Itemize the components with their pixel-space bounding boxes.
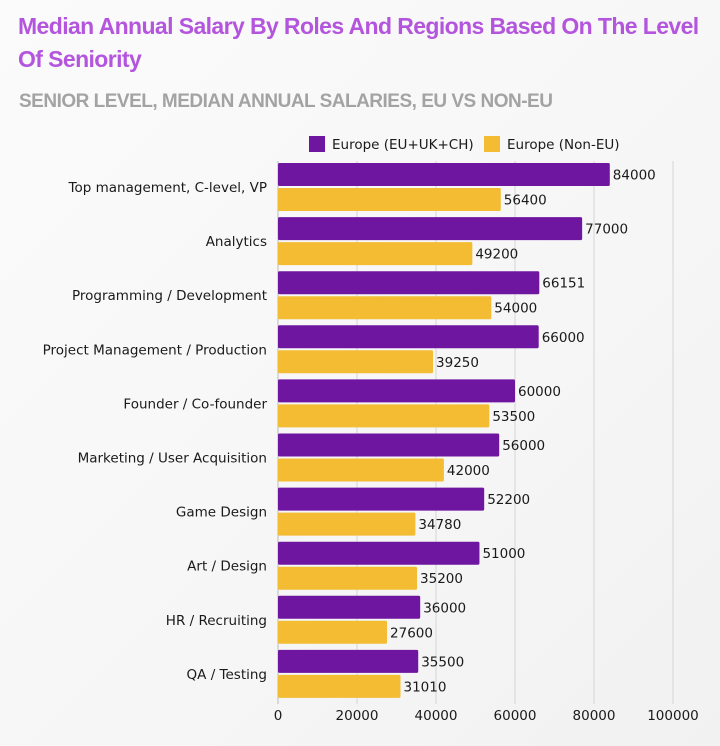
bar xyxy=(278,296,492,320)
category-label: Marketing / User Acquisition xyxy=(78,451,267,467)
legend-swatch xyxy=(484,136,500,152)
x-tick-label: 60000 xyxy=(494,708,537,724)
bar xyxy=(278,188,501,211)
chart-subtitle: SENIOR LEVEL, MEDIAN ANNUAL SALARIES, EU… xyxy=(19,91,553,112)
bar xyxy=(278,271,540,295)
bar xyxy=(278,674,401,698)
bar xyxy=(278,566,418,590)
value-label: 31010 xyxy=(403,679,446,695)
value-label: 77000 xyxy=(585,222,628,238)
value-label: 53500 xyxy=(492,409,535,425)
bar xyxy=(278,595,421,619)
bar xyxy=(278,379,515,403)
x-axis-ticks: 0 20000 40000 60000 80000 100000 xyxy=(274,708,699,724)
value-label: 49200 xyxy=(475,247,518,263)
bars: 84000 56400 77000 49200 66151 54000 66000 39250… xyxy=(278,163,656,698)
category-labels: Top management, C-level, VP Analytics Prog… xyxy=(43,180,268,683)
bar xyxy=(278,217,583,241)
legend-label: Europe (Non-EU) xyxy=(507,137,620,153)
category-label: Analytics xyxy=(206,234,267,250)
value-label: 60000 xyxy=(518,384,561,400)
chart-title: Median Annual Salary By Roles And Region… xyxy=(18,13,699,72)
bar xyxy=(278,325,539,349)
x-tick-label: 20000 xyxy=(336,708,379,724)
value-label: 34780 xyxy=(418,517,461,533)
value-label: 84000 xyxy=(613,168,656,184)
legend-label: Europe (EU+UK+CH) xyxy=(332,137,474,153)
value-label: 35500 xyxy=(421,654,464,670)
x-tick-label: 80000 xyxy=(573,708,616,724)
value-label: 54000 xyxy=(494,301,537,317)
value-label: 35200 xyxy=(420,571,463,587)
bar xyxy=(278,512,416,536)
value-label: 66151 xyxy=(542,276,585,292)
legend: Europe (EU+UK+CH) Europe (Non-EU) xyxy=(309,136,620,153)
bar xyxy=(278,163,610,186)
bar xyxy=(278,649,419,673)
bar xyxy=(278,458,444,482)
bar xyxy=(278,541,480,565)
bar xyxy=(278,242,473,266)
bar xyxy=(278,404,490,428)
category-label: QA / Testing xyxy=(187,667,267,683)
value-label: 56000 xyxy=(502,438,545,454)
x-tick-label: 0 xyxy=(274,708,283,724)
category-label: Project Management / Production xyxy=(43,342,267,358)
legend-swatch xyxy=(309,136,325,152)
value-label: 39250 xyxy=(436,355,479,371)
value-label: 52200 xyxy=(487,492,530,508)
category-label: Top management, C-level, VP xyxy=(68,180,267,196)
bar xyxy=(278,487,485,511)
bar xyxy=(278,433,500,457)
bar xyxy=(278,350,434,374)
value-label: 42000 xyxy=(447,463,490,479)
category-label: Art / Design xyxy=(187,559,267,575)
value-label: 27600 xyxy=(390,625,433,641)
category-label: Game Design xyxy=(176,505,267,521)
x-tick-label: 40000 xyxy=(415,708,458,724)
value-label: 56400 xyxy=(504,193,547,209)
value-label: 51000 xyxy=(482,546,525,562)
category-label: Programming / Development xyxy=(72,288,267,304)
category-label: HR / Recruiting xyxy=(166,613,267,629)
value-label: 66000 xyxy=(542,330,585,346)
bar xyxy=(278,620,388,644)
category-label: Founder / Co-founder xyxy=(123,396,267,412)
x-tick-label: 100000 xyxy=(647,708,699,724)
value-label: 36000 xyxy=(423,600,466,616)
